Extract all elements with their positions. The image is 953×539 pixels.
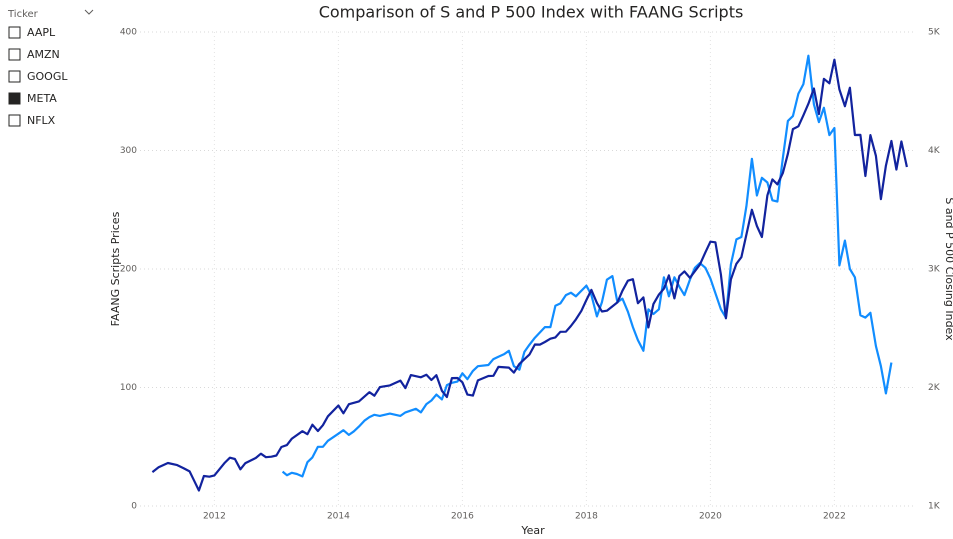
x-axis-label: Year xyxy=(520,524,545,537)
x-tick-label: 2012 xyxy=(203,512,226,522)
plot-area: 0 100 200 300 400 1K 2K 3K 4K 5K 2012 2014 2016 2018 2… xyxy=(120,28,941,522)
line-series xyxy=(281,54,893,478)
slicer-item-label[interactable]: GOOGL xyxy=(27,70,68,83)
slicer-item-label[interactable]: AAPL xyxy=(27,26,56,39)
slicer-item-label[interactable]: AMZN xyxy=(27,48,60,61)
slicer-list: AAPL AMZN GOOGL META NFLX xyxy=(8,26,68,127)
slicer-checkbox[interactable] xyxy=(8,26,21,39)
slicer-checkbox[interactable] xyxy=(8,92,21,105)
slicer-title: Ticker xyxy=(7,9,39,20)
y2-tick-label: 2K xyxy=(928,383,941,393)
x-tick-label: 2018 xyxy=(575,512,598,522)
slicer-item-label[interactable]: META xyxy=(27,92,57,105)
y2-tick-label: 3K xyxy=(928,265,941,275)
y-tick-label: 100 xyxy=(120,383,137,393)
y-tick-label: 0 xyxy=(131,502,137,512)
y-tick-label: 300 xyxy=(120,146,137,156)
x-tick-label: 2016 xyxy=(451,512,474,522)
slicer-checkbox[interactable] xyxy=(8,70,21,83)
slicer-checkbox[interactable] xyxy=(8,114,21,127)
slicer-checkbox[interactable] xyxy=(8,48,21,61)
y-tick-label: 200 xyxy=(120,265,137,275)
y-tick-label: 400 xyxy=(120,28,137,38)
y2-tick-label: 5K xyxy=(928,28,941,38)
x-tick-label: 2020 xyxy=(699,512,722,522)
x-tick-label: 2022 xyxy=(823,512,846,522)
y2-tick-label: 4K xyxy=(928,146,941,156)
slicer-item-label[interactable]: NFLX xyxy=(27,114,56,127)
y-axis-label: FAANG Scripts Prices xyxy=(109,211,122,326)
line-series xyxy=(151,58,908,492)
slicer-chevron[interactable] xyxy=(84,9,94,15)
y2-tick-label: 1K xyxy=(928,502,941,512)
x-tick-label: 2014 xyxy=(327,512,350,522)
chart-title: Comparison of S and P 500 Index with FAA… xyxy=(319,3,744,22)
y2-axis-label: S and P 500 Closing Index xyxy=(943,197,953,341)
